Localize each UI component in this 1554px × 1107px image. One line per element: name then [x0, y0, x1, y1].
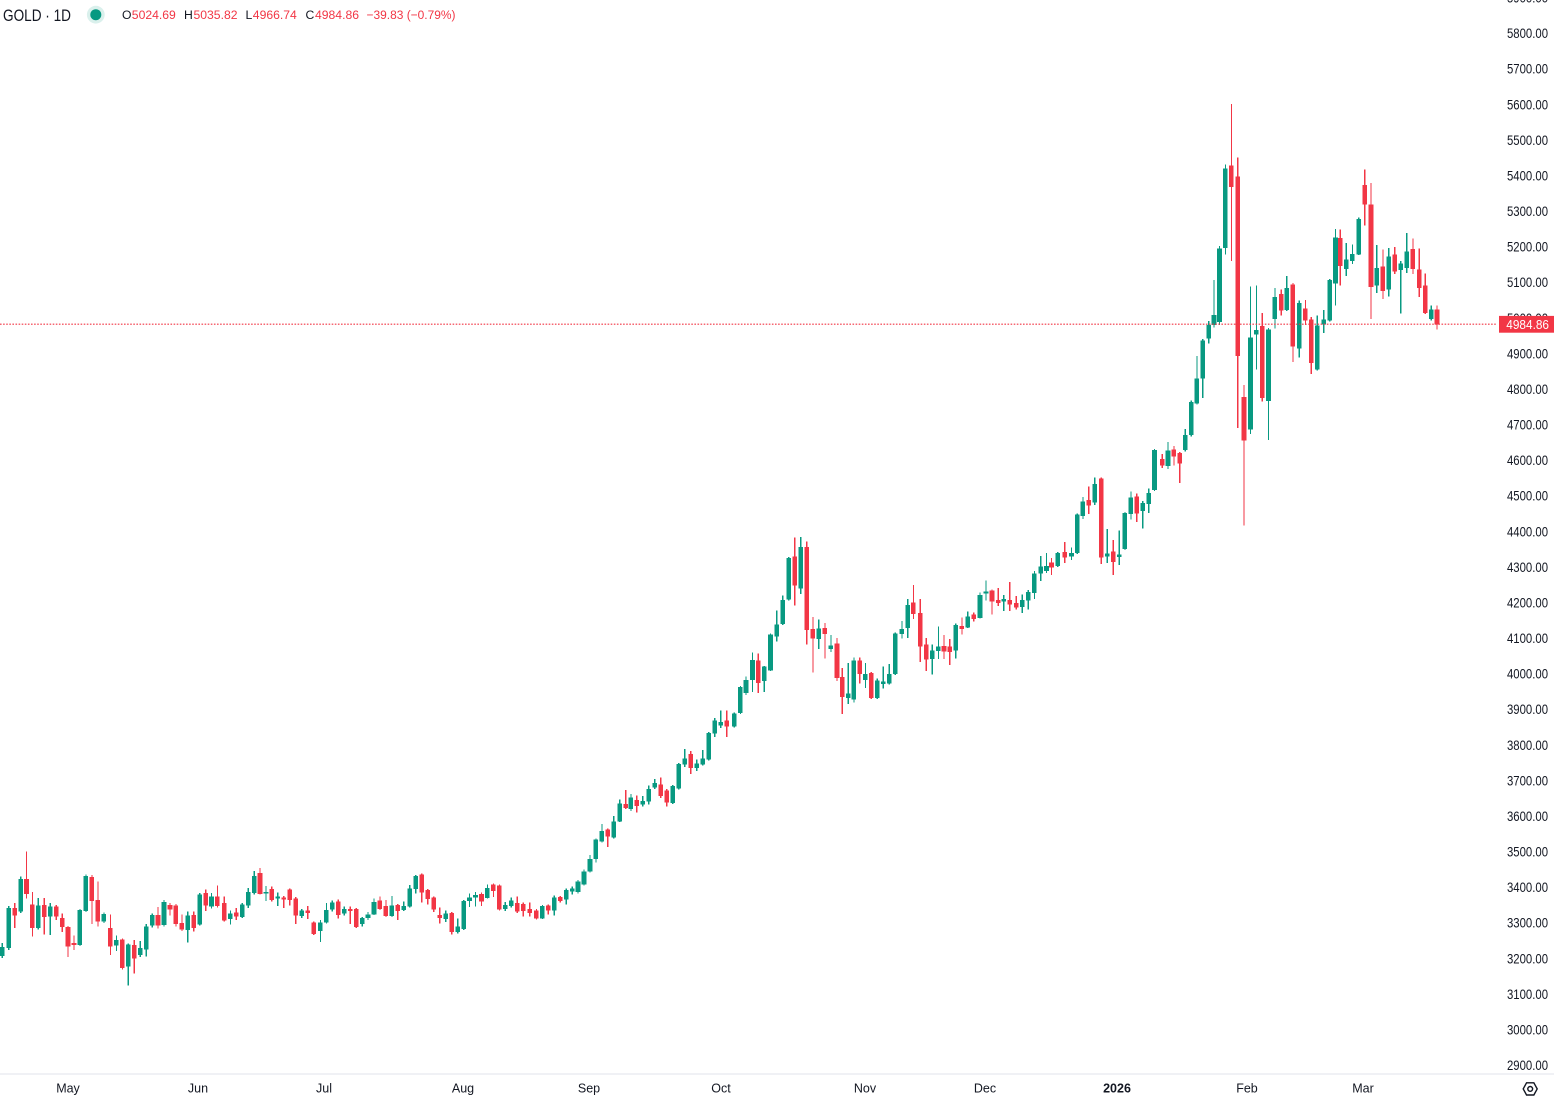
svg-text:5800.00: 5800.00	[1507, 26, 1548, 41]
svg-text:−39.83 (−0.79%): −39.83 (−0.79%)	[367, 8, 456, 22]
svg-text:4900.00: 4900.00	[1507, 346, 1548, 361]
svg-text:5400.00: 5400.00	[1507, 168, 1548, 183]
svg-text:3200.00: 3200.00	[1507, 951, 1548, 966]
svg-text:3900.00: 3900.00	[1507, 702, 1548, 717]
svg-text:H: H	[184, 8, 193, 22]
svg-text:4100.00: 4100.00	[1507, 631, 1548, 646]
svg-text:2026: 2026	[1103, 1082, 1131, 1096]
svg-text:4300.00: 4300.00	[1507, 560, 1548, 575]
svg-text:May: May	[56, 1082, 80, 1096]
svg-text:5300.00: 5300.00	[1507, 204, 1548, 219]
svg-text:Nov: Nov	[854, 1082, 877, 1096]
svg-text:4984.86: 4984.86	[1506, 317, 1549, 332]
svg-text:4800.00: 4800.00	[1507, 382, 1548, 397]
svg-text:4200.00: 4200.00	[1507, 595, 1548, 610]
svg-text:4400.00: 4400.00	[1507, 524, 1548, 539]
svg-text:3300.00: 3300.00	[1507, 916, 1548, 931]
svg-text:4000.00: 4000.00	[1507, 667, 1548, 682]
svg-text:Feb: Feb	[1236, 1082, 1258, 1096]
svg-text:C: C	[306, 8, 315, 22]
svg-text:Jul: Jul	[316, 1082, 332, 1096]
svg-text:Jun: Jun	[188, 1082, 208, 1096]
svg-text:3800.00: 3800.00	[1507, 738, 1548, 753]
svg-text:3700.00: 3700.00	[1507, 773, 1548, 788]
svg-text:3500.00: 3500.00	[1507, 845, 1548, 860]
svg-text:5700.00: 5700.00	[1507, 62, 1548, 77]
svg-text:4966.74: 4966.74	[253, 8, 297, 22]
svg-text:4700.00: 4700.00	[1507, 418, 1548, 433]
svg-text:5200.00: 5200.00	[1507, 240, 1548, 255]
svg-text:Oct: Oct	[711, 1082, 731, 1096]
svg-text:4500.00: 4500.00	[1507, 489, 1548, 504]
svg-text:L: L	[246, 8, 253, 22]
svg-text:Aug: Aug	[452, 1082, 474, 1096]
svg-text:3400.00: 3400.00	[1507, 880, 1548, 895]
svg-text:2900.00: 2900.00	[1507, 1058, 1548, 1073]
svg-text:Sep: Sep	[578, 1082, 600, 1096]
svg-text:5500.00: 5500.00	[1507, 133, 1548, 148]
svg-text:Mar: Mar	[1352, 1082, 1374, 1096]
svg-text:O: O	[122, 8, 131, 22]
svg-text:Dec: Dec	[974, 1082, 996, 1096]
svg-text:5024.69: 5024.69	[132, 8, 176, 22]
svg-text:5100.00: 5100.00	[1507, 275, 1548, 290]
svg-text:5600.00: 5600.00	[1507, 97, 1548, 112]
svg-text:4984.86: 4984.86	[315, 8, 359, 22]
svg-text:4600.00: 4600.00	[1507, 453, 1548, 468]
svg-text:3600.00: 3600.00	[1507, 809, 1548, 824]
svg-text:3100.00: 3100.00	[1507, 987, 1548, 1002]
svg-text:5035.82: 5035.82	[194, 8, 238, 22]
svg-text:GOLD · 1D: GOLD · 1D	[3, 6, 71, 25]
svg-text:5900.00: 5900.00	[1507, 0, 1548, 6]
svg-text:3000.00: 3000.00	[1507, 1022, 1548, 1037]
